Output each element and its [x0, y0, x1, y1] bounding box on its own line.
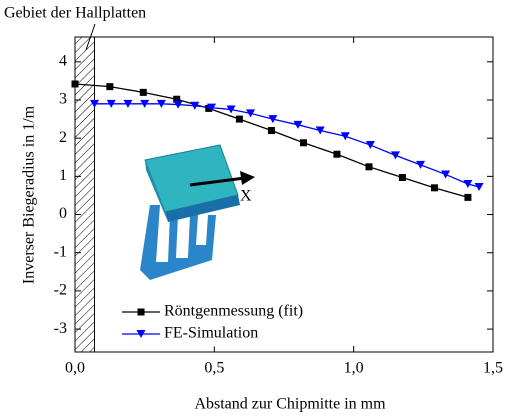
x-tick-label: 0,0	[65, 360, 85, 377]
x-axis-label: Abstand zur Chipmitte in mm	[194, 396, 386, 413]
marker	[268, 127, 275, 134]
marker	[441, 170, 450, 178]
inset-arrowhead	[240, 171, 255, 185]
marker	[316, 127, 325, 135]
legend-label: FE-Simulation	[164, 325, 258, 342]
marker	[366, 141, 375, 149]
marker	[140, 89, 147, 96]
marker	[416, 161, 425, 169]
y-tick-label: -1	[54, 243, 67, 260]
y-tick-label: 3	[59, 91, 67, 108]
marker	[391, 151, 400, 159]
marker	[236, 116, 243, 123]
marker	[106, 83, 113, 90]
marker	[138, 309, 145, 316]
marker	[268, 115, 277, 123]
chart: Gebiet der Hallplatten Abstand zur Chipm…	[0, 0, 507, 418]
marker	[72, 80, 79, 87]
marker	[300, 139, 307, 146]
legend-label: Röntgenmessung (fit)	[164, 303, 303, 320]
marker	[475, 183, 484, 191]
y-tick-label: -2	[54, 282, 67, 299]
y-tick-label: 1	[59, 167, 67, 184]
inset-label: X	[240, 188, 252, 205]
x-tick-label: 1,5	[483, 360, 503, 377]
x-tick-label: 1,0	[344, 360, 364, 377]
y-tick-label: 4	[59, 52, 67, 69]
marker	[333, 151, 340, 158]
series-line	[75, 84, 468, 197]
y-tick-label: 2	[59, 129, 67, 146]
page: Gebiet der Hallplatten Abstand zur Chipm…	[0, 0, 507, 418]
x-tick-label: 0,5	[204, 360, 224, 377]
marker	[293, 121, 302, 129]
marker	[463, 180, 472, 188]
marker	[399, 174, 406, 181]
y-axis-label: Inverser Biegeradius in 1/m	[21, 105, 38, 284]
y-tick-label: -3	[54, 320, 67, 337]
marker	[464, 194, 471, 201]
marker	[341, 132, 350, 140]
y-tick-label: 0	[59, 205, 67, 222]
marker	[365, 163, 372, 170]
inset-illustration	[140, 145, 240, 280]
marker	[431, 184, 438, 191]
region-annotation: Gebiet der Hallplatten	[4, 5, 146, 22]
